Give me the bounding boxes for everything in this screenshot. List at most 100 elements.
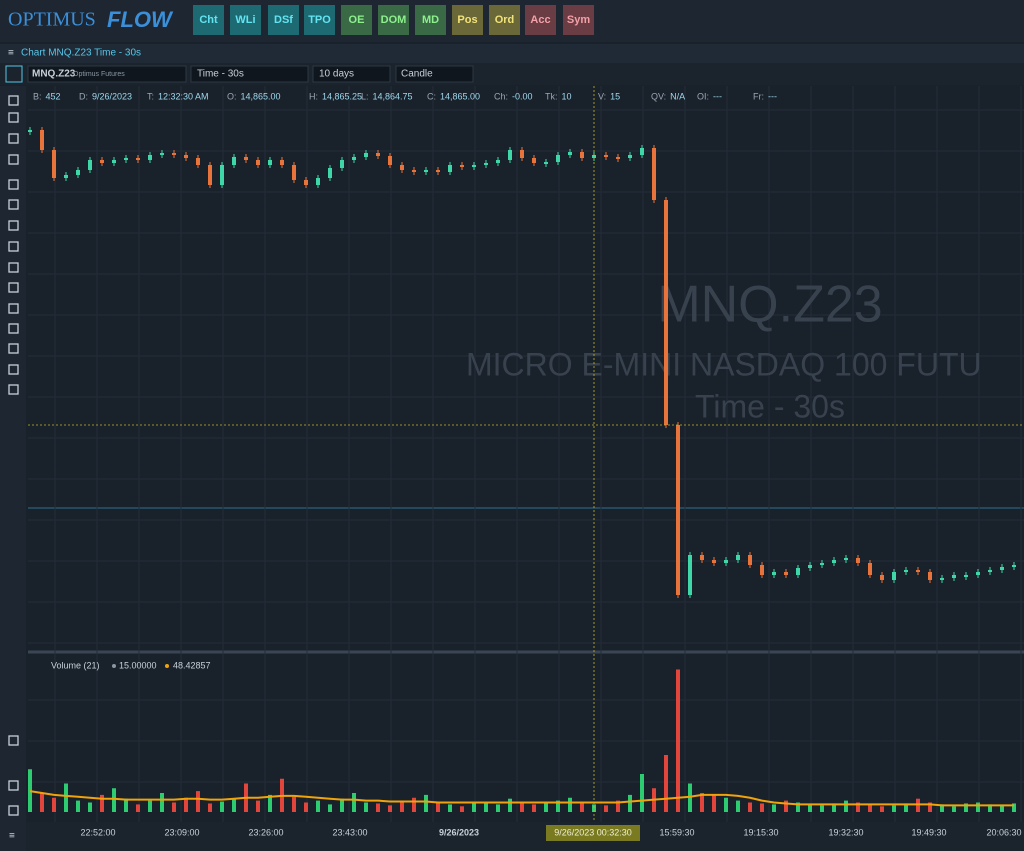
interval-dropdown[interactable] xyxy=(190,65,309,83)
candle xyxy=(880,575,884,580)
x-tick-label: 19:32:30 xyxy=(828,827,863,837)
info-label: O: xyxy=(227,91,237,101)
time-axis xyxy=(26,822,1024,851)
volume-bar xyxy=(976,802,980,812)
info-value: 14,864.75 xyxy=(373,91,413,101)
left-toolbar xyxy=(0,86,26,851)
tool-icon[interactable] xyxy=(8,282,19,293)
candle xyxy=(256,160,260,165)
candle xyxy=(484,163,488,165)
nav-button[interactable] xyxy=(378,5,409,35)
tool-icon[interactable] xyxy=(8,112,19,123)
tool-icon[interactable] xyxy=(8,303,19,314)
menu-icon[interactable]: ≡ xyxy=(8,48,14,59)
volume-legend: 15.00000 xyxy=(119,660,157,670)
x-tick-label: 23:26:00 xyxy=(248,827,283,837)
candle xyxy=(100,160,104,163)
candle xyxy=(856,558,860,563)
nav-button[interactable] xyxy=(415,5,446,35)
candle xyxy=(472,165,476,167)
x-tick-label: 23:43:00 xyxy=(332,827,367,837)
volume-title: Volume (21) xyxy=(51,660,100,670)
volume-bar xyxy=(784,800,788,812)
volume-bar xyxy=(856,802,860,812)
info-label: H: xyxy=(309,91,318,101)
interval: Time - 30s xyxy=(197,69,244,80)
volume-bar xyxy=(544,803,548,812)
volume-bar xyxy=(472,803,476,812)
candle xyxy=(88,160,92,170)
axis-menu[interactable]: ≡ xyxy=(9,831,15,842)
volume-bar xyxy=(448,804,452,812)
style-dropdown[interactable] xyxy=(395,65,474,83)
info-value: 452 xyxy=(46,91,61,101)
volume-bar xyxy=(928,802,932,812)
nav-button[interactable] xyxy=(268,5,299,35)
candle xyxy=(340,160,344,168)
candle xyxy=(580,152,584,158)
candle xyxy=(292,165,296,180)
info-value: --- xyxy=(713,91,722,101)
tool-icon[interactable] xyxy=(8,262,19,273)
tool-icon[interactable] xyxy=(8,199,19,210)
nav-button-label: DSf xyxy=(274,14,293,26)
legend-dot xyxy=(112,664,116,668)
nav-button[interactable] xyxy=(230,5,261,35)
volume-bar xyxy=(304,802,308,812)
nav-button-label: MD xyxy=(422,14,439,26)
candle xyxy=(148,155,152,160)
tool-icon[interactable] xyxy=(8,220,19,231)
nav-button-label: TPO xyxy=(308,14,331,26)
tool-icon[interactable] xyxy=(8,805,19,816)
tool-icon[interactable] xyxy=(8,95,19,106)
tool-icon[interactable] xyxy=(8,364,19,375)
nav-button[interactable] xyxy=(193,5,224,35)
candle xyxy=(952,575,956,578)
nav-button[interactable] xyxy=(341,5,372,35)
volume-bar xyxy=(268,794,272,812)
volume-bar xyxy=(808,804,812,812)
tool-icon[interactable] xyxy=(8,154,19,165)
tool-icon[interactable] xyxy=(8,735,19,746)
range-dropdown[interactable] xyxy=(312,65,391,83)
tool-icon[interactable] xyxy=(8,323,19,334)
volume-bar xyxy=(460,806,464,812)
info-value: 10 xyxy=(562,91,572,101)
nav-button[interactable] xyxy=(563,5,594,35)
volume-bar xyxy=(772,804,776,812)
volume-bar xyxy=(88,802,92,812)
candle xyxy=(64,175,68,178)
volume-bar xyxy=(400,800,404,812)
tool-icon[interactable] xyxy=(8,241,19,252)
candle xyxy=(988,570,992,572)
panel-toggle[interactable] xyxy=(5,65,23,83)
tool-icon[interactable] xyxy=(8,133,19,144)
candle xyxy=(556,155,560,162)
volume-bar xyxy=(508,798,512,812)
volume-bar xyxy=(364,802,368,812)
x-tick-label: 19:49:30 xyxy=(911,827,946,837)
x-tick-label: 19:15:30 xyxy=(743,827,778,837)
candle xyxy=(388,156,392,165)
info-value: --- xyxy=(768,91,777,101)
candle xyxy=(832,560,836,563)
volume-bar xyxy=(208,803,212,812)
symbol-box[interactable] xyxy=(27,65,187,83)
volume-bar xyxy=(724,797,728,812)
nav-button[interactable] xyxy=(489,5,520,35)
nav-button[interactable] xyxy=(304,5,335,35)
candle xyxy=(544,162,548,164)
volume-bar xyxy=(736,800,740,812)
tool-icon[interactable] xyxy=(8,384,19,395)
nav-button[interactable] xyxy=(452,5,483,35)
tool-icon[interactable] xyxy=(8,343,19,354)
tool-icon[interactable] xyxy=(8,780,19,791)
nav-button[interactable] xyxy=(525,5,556,35)
candle xyxy=(676,425,680,595)
nav-button-label: Cht xyxy=(199,14,218,26)
volume-bar xyxy=(676,669,680,812)
candle xyxy=(364,153,368,157)
tool-icon[interactable] xyxy=(8,179,19,190)
exchange: Optimus Futures xyxy=(73,71,125,78)
candle xyxy=(964,575,968,577)
